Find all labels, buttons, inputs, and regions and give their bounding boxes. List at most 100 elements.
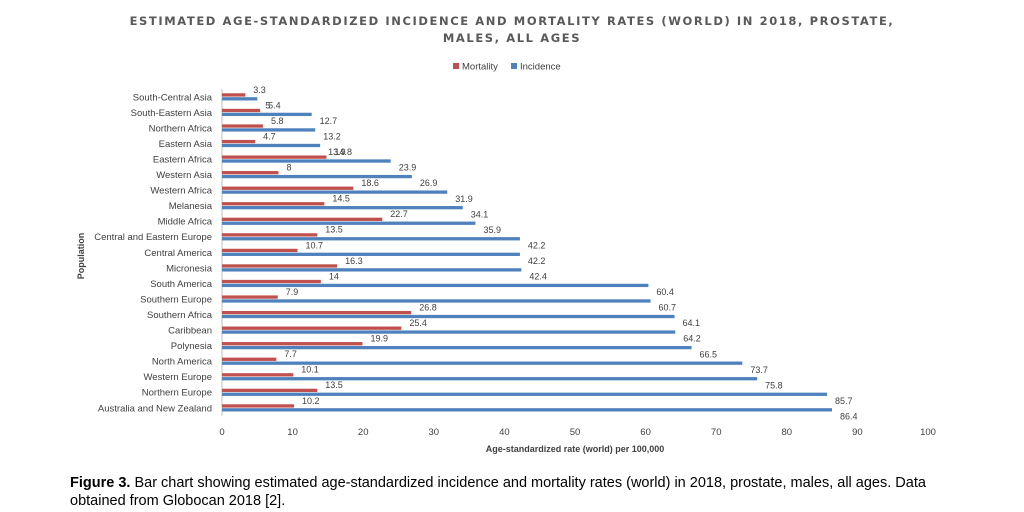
category-label-micronesia: Micronesia [166,263,213,274]
incidence-data-label-polynesia: 66.5 [699,349,717,359]
chart-title-line-2: MALES, ALL AGES [442,31,582,45]
incidence-data-label-southern-africa: 64.1 [683,318,701,328]
figure-caption: Figure 3. Bar chart showing estimated ag… [70,474,970,510]
mortality-bar-south-central-asia [222,93,246,97]
mortality-data-label-melanesia: 14.5 [332,194,350,204]
incidence-data-label-northern-africa: 13.2 [323,132,341,142]
incidence-bar-western-asia [222,174,412,179]
mortality-bar-north-america [222,357,277,361]
category-label-south-eastern-asia: South-Eastern Asia [131,108,213,119]
incidence-bar-australia-and-new-zealand [222,408,832,412]
x-tick-label-100: 100 [920,427,936,438]
incidence-bar-eastern-africa [222,159,391,163]
incidence-data-label-melanesia: 34.1 [471,209,489,219]
incidence-data-label-middle-africa: 35.9 [483,225,501,235]
incidence-data-label-southern-europe: 60.7 [659,303,677,313]
x-axis-label: Age-standardized rate (world) per 100,00… [486,444,665,454]
category-label-melanesia: Melanesia [169,201,213,212]
incidence-bar-central-america [222,252,520,256]
legend-swatch-mortality [453,63,459,69]
x-tick-label-80: 80 [782,427,793,438]
mortality-bar-northern-europe [222,388,318,393]
x-tick-label-50: 50 [570,427,581,438]
incidence-data-label-caribbean: 64.2 [683,334,701,344]
legend-swatch-incidence [511,63,517,69]
mortality-bar-southern-europe [222,295,278,299]
x-tick-label-70: 70 [711,427,722,438]
mortality-bar-polynesia [222,342,363,346]
category-label-western-africa: Western Africa [150,186,212,197]
mortality-bar-central-america [222,248,298,253]
mortality-data-label-eastern-africa: 14.8 [334,147,352,157]
incidence-bar-western-europe [222,377,758,381]
caption-text: Bar chart showing estimated age-standard… [70,475,926,509]
mortality-data-label-southern-africa: 26.8 [419,302,437,312]
category-label-eastern-asia: Eastern Asia [159,139,213,150]
mortality-data-label-western-africa: 18.6 [361,178,379,188]
mortality-data-label-southern-europe: 7.9 [286,287,299,297]
bar-chart: South-Central Asia 3.3 5 South-Eastern Asia… [76,62,936,455]
category-label-south-america: South America [150,279,212,290]
x-tick-label-90: 90 [852,427,863,438]
mortality-data-label-middle-africa: 22.7 [390,209,408,219]
legend-label-incidence: Incidence [520,62,561,73]
category-label-northern-europe: Northern Europe [142,388,212,399]
x-tick-label-0: 0 [219,427,224,438]
mortality-bar-australia-and-new-zealand [222,404,295,408]
incidence-data-label-eastern-africa: 23.9 [399,163,417,173]
mortality-bar-southern-africa [222,310,412,315]
category-label-western-europe: Western Europe [144,372,212,383]
category-label-western-asia: Western Asia [156,170,213,181]
mortality-data-label-caribbean: 25.4 [409,318,427,328]
category-label-middle-africa: Middle Africa [158,217,213,228]
mortality-bar-eastern-africa [222,155,327,159]
mortality-bar-south-eastern-asia [222,108,261,113]
incidence-data-label-south-america: 60.4 [656,287,674,297]
incidence-bar-middle-africa [222,221,476,225]
category-label-polynesia: Polynesia [171,341,213,352]
mortality-data-label-eastern-asia: 4.7 [263,131,276,141]
incidence-data-label-western-europe: 75.8 [765,380,783,390]
mortality-bar-western-europe [222,373,294,377]
category-label-south-central-asia: South-Central Asia [133,92,213,103]
incidence-bar-south-central-asia [222,97,258,101]
incidence-bar-southern-europe [222,299,651,303]
mortality-data-label-central-and-eastern-europe: 13.5 [325,225,343,235]
category-label-central-and-eastern-europe: Central and Eastern Europe [94,232,212,243]
incidence-bar-eastern-asia [222,143,321,148]
mortality-bar-western-asia [222,171,279,175]
incidence-data-label-eastern-asia: 13.9 [328,147,346,157]
mortality-data-label-central-america: 10.7 [306,240,324,250]
incidence-bar-southern-africa [222,314,675,319]
mortality-data-label-micronesia: 16.3 [345,256,363,266]
incidence-bar-northern-africa [222,128,316,132]
x-tick-label-60: 60 [640,427,651,438]
incidence-data-label-western-africa: 31.9 [455,194,473,204]
mortality-data-label-north-america: 7.7 [284,349,297,359]
x-tick-label-20: 20 [358,427,369,438]
incidence-bar-northern-europe [222,392,828,396]
mortality-bar-western-africa [222,186,354,190]
y-axis-label: Population [76,233,86,280]
incidence-data-label-western-asia: 26.9 [420,178,438,188]
incidence-bar-western-africa [222,190,448,194]
incidence-data-label-micronesia: 42.4 [529,272,547,282]
incidence-bar-south-eastern-asia [222,112,312,117]
category-label-eastern-africa: Eastern Africa [153,154,213,165]
mortality-bar-caribbean [222,326,402,330]
category-label-northern-africa: Northern Africa [149,123,213,134]
mortality-data-label-western-europe: 10.1 [301,365,319,375]
mortality-bar-south-america [222,279,321,284]
mortality-data-label-south-america: 14 [329,271,339,281]
incidence-bar-melanesia [222,206,463,210]
x-tick-label-10: 10 [287,427,298,438]
incidence-data-label-north-america: 73.7 [750,365,768,375]
category-label-australia-and-new-zealand: Australia and New Zealand [98,403,212,414]
mortality-bar-eastern-asia [222,139,256,144]
incidence-bar-caribbean [222,330,676,334]
x-tick-label-40: 40 [499,427,510,438]
x-tick-label-30: 30 [429,427,440,438]
legend-label-mortality: Mortality [462,62,498,73]
mortality-bar-middle-africa [222,217,383,221]
incidence-bar-south-america [222,283,649,288]
